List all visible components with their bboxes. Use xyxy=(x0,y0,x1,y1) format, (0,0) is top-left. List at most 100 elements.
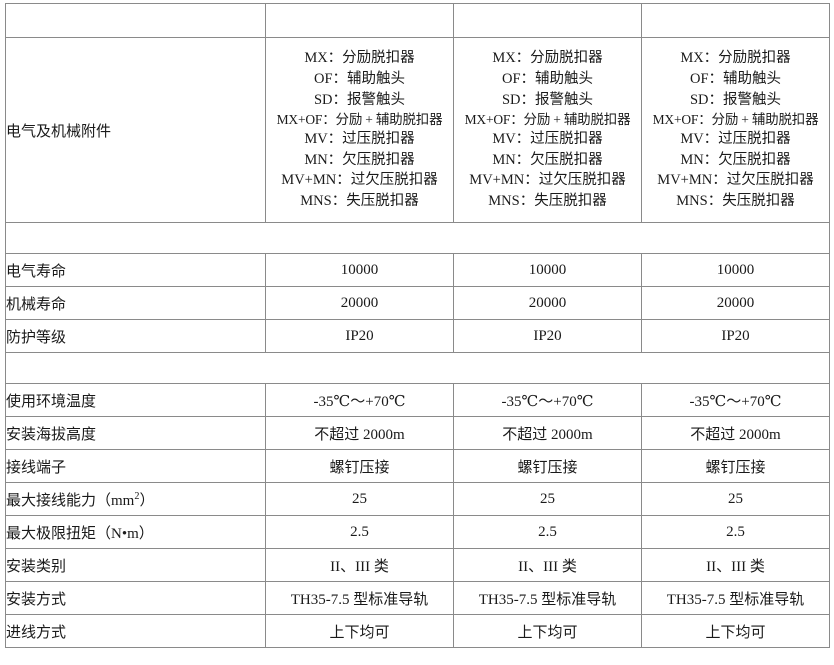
accessory-line: OF：辅助触头 xyxy=(501,70,594,87)
accessory-line: MX：分励脱扣器 xyxy=(304,50,415,67)
header-cell-model-1: TGB1N-80 xyxy=(265,3,454,38)
row-value: TH35-7.5 型标准导轨 xyxy=(265,581,454,615)
row-value: 不超过 2000m xyxy=(641,416,830,450)
row-value: IP20 xyxy=(641,319,830,353)
accessory-line: MNS：失压脱扣器 xyxy=(676,193,795,210)
accessory-list-1: MX：分励脱扣器 OF：辅助触头 SD：报警触头 MX+OF：分励 + 辅助脱扣… xyxy=(266,44,453,215)
table-row: 安装海拔高度 不超过 2000m 不超过 2000m 不超过 2000m xyxy=(5,416,830,450)
row-value: 25 xyxy=(265,482,454,516)
accessory-line: MX+OF：分励 + 辅助脱扣器 xyxy=(276,112,443,128)
accessory-line: MN：欠压脱扣器 xyxy=(680,151,791,168)
row-value: 20000 xyxy=(265,286,454,320)
row-value: IP20 xyxy=(453,319,642,353)
accessory-line: MN：欠压脱扣器 xyxy=(304,151,415,168)
row-label: 最大极限扭矩（N•m） xyxy=(5,515,266,549)
row-value: 2.5 xyxy=(641,515,830,549)
accessory-line: MV+MN：过欠压脱扣器 xyxy=(281,172,438,189)
row-value: 不超过 2000m xyxy=(453,416,642,450)
table-row: 最大接线能力（mm2） 25 25 25 xyxy=(5,482,830,516)
row-value: II、III 类 xyxy=(641,548,830,582)
row-value: 25 xyxy=(453,482,642,516)
table-row: 使用环境温度 -35℃～+70℃ -35℃～+70℃ -35℃～+70℃ xyxy=(5,383,830,417)
row-value: 2.5 xyxy=(453,515,642,549)
row-value: 上下均可 xyxy=(641,614,830,648)
section-title: 正常工作条件及安装特性 xyxy=(5,352,830,384)
row-label: 电气寿命 xyxy=(5,253,266,287)
table-row: 安装类别 II、III 类 II、III 类 II、III 类 xyxy=(5,548,830,582)
accessory-line: MNS：失压脱扣器 xyxy=(300,193,419,210)
row-value: IP20 xyxy=(265,319,454,353)
row-label: 机械寿命 xyxy=(5,286,266,320)
table-row: 最大极限扭矩（N•m） 2.5 2.5 2.5 xyxy=(5,515,830,549)
header-cell-product-name: 产品名称 xyxy=(5,3,266,38)
row-value: 20000 xyxy=(453,286,642,320)
row-value: 上下均可 xyxy=(453,614,642,648)
accessory-line: MV：过压脱扣器 xyxy=(492,131,603,148)
header-cell-model-3: TGB1N-80H xyxy=(641,3,830,38)
accessory-line: MV：过压脱扣器 xyxy=(680,131,791,148)
row-label-accessories: 电气及机械附件 xyxy=(5,37,266,223)
row-value: 螺钉压接 xyxy=(453,449,642,483)
accessory-line: MX：分励脱扣器 xyxy=(492,50,603,67)
accessory-line: MX：分励脱扣器 xyxy=(680,50,791,67)
specification-table: 产品名称 TGB1N-80 TGB1N-80N TGB1N-80H 电气及机械附… xyxy=(5,3,830,648)
section-header-operating-conditions: 正常工作条件及安装特性 xyxy=(5,352,830,384)
row-value: -35℃～+70℃ xyxy=(453,383,642,417)
table-row: 防护等级 IP20 IP20 IP20 xyxy=(5,319,830,353)
row-value: 螺钉压接 xyxy=(641,449,830,483)
row-label-prefix: 最大接线能力（mm xyxy=(6,492,135,509)
row-label: 使用环境温度 xyxy=(5,383,266,417)
row-label: 安装类别 xyxy=(5,548,266,582)
table-body: 产品名称 TGB1N-80 TGB1N-80N TGB1N-80H 电气及机械附… xyxy=(5,3,830,648)
accessory-line: MX+OF：分励 + 辅助脱扣器 xyxy=(652,112,819,128)
row-value: 10000 xyxy=(453,253,642,287)
row-label: 进线方式 xyxy=(5,614,266,648)
row-label: 安装海拔高度 xyxy=(5,416,266,450)
table-row: 机械寿命 20000 20000 20000 xyxy=(5,286,830,320)
row-label: 接线端子 xyxy=(5,449,266,483)
accessory-line: MNS：失压脱扣器 xyxy=(488,193,607,210)
accessory-list-3: MX：分励脱扣器 OF：辅助触头 SD：报警触头 MX+OF：分励 + 辅助脱扣… xyxy=(642,44,829,215)
row-label-max-wiring-capacity: 最大接线能力（mm2） xyxy=(5,482,266,516)
accessory-line: OF：辅助触头 xyxy=(313,70,406,87)
accessories-cell-model-3: MX：分励脱扣器 OF：辅助触头 SD：报警触头 MX+OF：分励 + 辅助脱扣… xyxy=(641,37,830,223)
accessory-line: MV：过压脱扣器 xyxy=(304,131,415,148)
row-label: 防护等级 xyxy=(5,319,266,353)
row-value: 螺钉压接 xyxy=(265,449,454,483)
row-value: 25 xyxy=(641,482,830,516)
row-label-suffix: ） xyxy=(139,492,155,509)
row-value: TH35-7.5 型标准导轨 xyxy=(641,581,830,615)
accessories-cell-model-1: MX：分励脱扣器 OF：辅助触头 SD：报警触头 MX+OF：分励 + 辅助脱扣… xyxy=(265,37,454,223)
accessory-line: MN：欠压脱扣器 xyxy=(492,151,603,168)
row-value: II、III 类 xyxy=(265,548,454,582)
accessories-cell-model-2: MX：分励脱扣器 OF：辅助触头 SD：报警触头 MX+OF：分励 + 辅助脱扣… xyxy=(453,37,642,223)
row-label-superscript: 2 xyxy=(134,490,140,502)
accessory-line: OF：辅助触头 xyxy=(689,70,782,87)
row-value: 20000 xyxy=(641,286,830,320)
table-row-accessories: 电气及机械附件 MX：分励脱扣器 OF：辅助触头 SD：报警触头 MX+OF：分… xyxy=(5,37,830,223)
row-value: -35℃～+70℃ xyxy=(265,383,454,417)
table-header-row: 产品名称 TGB1N-80 TGB1N-80N TGB1N-80H xyxy=(5,3,830,38)
row-value: II、III 类 xyxy=(453,548,642,582)
accessory-line: MX+OF：分励 + 辅助脱扣器 xyxy=(464,112,631,128)
row-label: 安装方式 xyxy=(5,581,266,615)
table-row: 接线端子 螺钉压接 螺钉压接 螺钉压接 xyxy=(5,449,830,483)
section-header-mechanical: 机械特性 xyxy=(5,222,830,254)
accessory-line: SD：报警触头 xyxy=(689,91,782,108)
table-row: 进线方式 上下均可 上下均可 上下均可 xyxy=(5,614,830,648)
section-title: 机械特性 xyxy=(5,222,830,254)
row-value: 10000 xyxy=(641,253,830,287)
header-cell-model-2: TGB1N-80N xyxy=(453,3,642,38)
accessory-line: MV+MN：过欠压脱扣器 xyxy=(657,172,814,189)
accessory-line: SD：报警触头 xyxy=(501,91,594,108)
table-row: 安装方式 TH35-7.5 型标准导轨 TH35-7.5 型标准导轨 TH35-… xyxy=(5,581,830,615)
row-value: 10000 xyxy=(265,253,454,287)
accessory-line: MV+MN：过欠压脱扣器 xyxy=(469,172,626,189)
table-row: 电气寿命 10000 10000 10000 xyxy=(5,253,830,287)
row-value: TH35-7.5 型标准导轨 xyxy=(453,581,642,615)
row-value: -35℃～+70℃ xyxy=(641,383,830,417)
accessory-line: SD：报警触头 xyxy=(313,91,406,108)
row-value: 2.5 xyxy=(265,515,454,549)
accessory-list-2: MX：分励脱扣器 OF：辅助触头 SD：报警触头 MX+OF：分励 + 辅助脱扣… xyxy=(454,44,641,215)
row-value: 不超过 2000m xyxy=(265,416,454,450)
